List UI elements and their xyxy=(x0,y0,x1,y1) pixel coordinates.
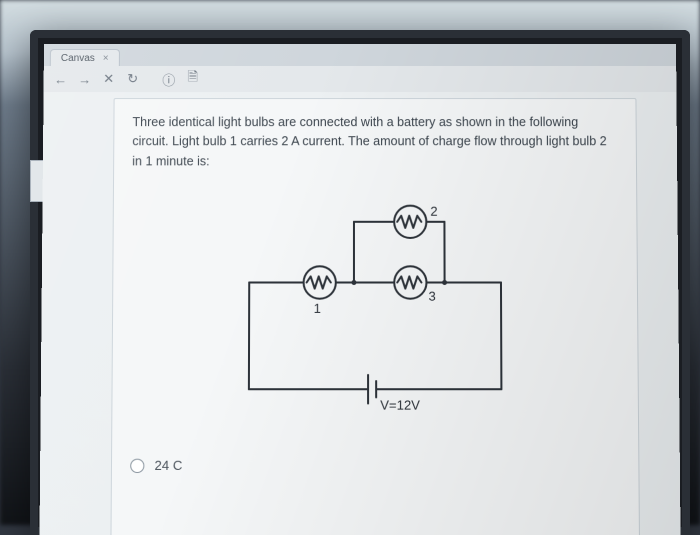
tab-title: Canvas xyxy=(61,53,95,64)
laptop-screen: Canvas × ← → ✕ ↻ ⓘ 🗎 Three identical lig… xyxy=(39,44,680,535)
svg-text:2: 2 xyxy=(430,204,437,219)
back-icon[interactable]: ← xyxy=(54,72,68,87)
browser-toolbar: ← → ✕ ↻ ⓘ 🗎 xyxy=(44,66,677,93)
laptop-bezel: Canvas × ← → ✕ ↻ ⓘ 🗎 Three identical lig… xyxy=(30,30,690,535)
page-body: Three identical light bulbs are connecte… xyxy=(39,92,680,535)
svg-text:1: 1 xyxy=(314,301,321,316)
close-icon[interactable]: ✕ xyxy=(102,71,116,87)
question-text: Three identical light bulbs are connecte… xyxy=(132,113,618,171)
info-icon[interactable]: ⓘ xyxy=(162,70,176,89)
svg-text:3: 3 xyxy=(428,289,435,304)
forward-icon[interactable]: → xyxy=(78,72,92,87)
page-icon[interactable]: 🗎 xyxy=(186,68,200,90)
browser-tab-canvas[interactable]: Canvas × xyxy=(50,49,120,66)
svg-text:V=12V: V=12V xyxy=(380,398,420,413)
answer-option-0[interactable]: 24 C xyxy=(130,458,620,473)
radio-icon[interactable] xyxy=(130,458,144,472)
circuit-diagram: 1 2 3 V=12V xyxy=(208,182,542,436)
reload-icon[interactable]: ↻ xyxy=(126,71,140,87)
tab-close-icon[interactable]: × xyxy=(103,53,109,63)
browser-tab-strip: Canvas × xyxy=(44,44,676,66)
question-card: Three identical light bulbs are connecte… xyxy=(110,98,640,535)
answer-label: 24 C xyxy=(154,458,182,473)
